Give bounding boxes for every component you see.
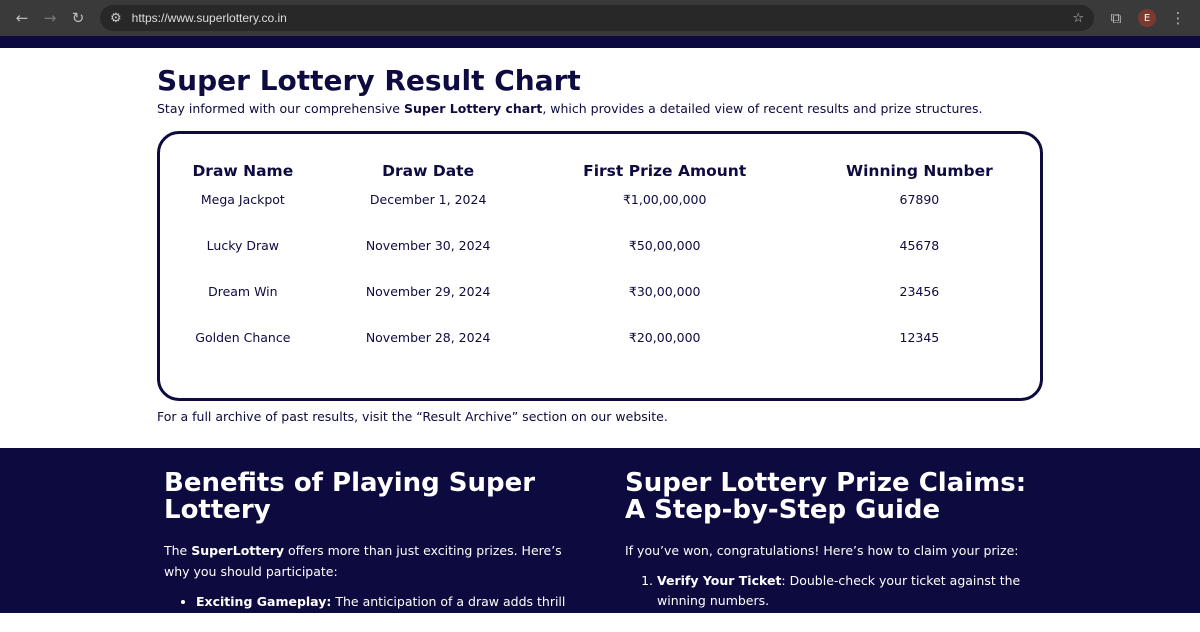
claims-intro: If you’ve won, congratulations! Here’s h…: [625, 543, 1019, 558]
table-cell: 67890: [899, 192, 940, 207]
forward-icon[interactable]: →: [43, 9, 57, 27]
info-section: Benefits of Playing Super Lottery The Su…: [0, 448, 1200, 629]
column-header: Draw Name: [192, 162, 294, 180]
site-settings-icon[interactable]: ⚙: [110, 10, 122, 26]
extensions-icon[interactable]: ⧉: [1110, 9, 1122, 27]
table-cell: ₹1,00,00,000: [622, 192, 707, 207]
column-header: Winning Number: [846, 162, 993, 180]
bookmark-star-icon[interactable]: ☆: [1072, 10, 1084, 26]
table-cell: November 28, 2024: [365, 330, 491, 345]
claims-column: Super Lottery Prize Claims: A Step-by-St…: [625, 470, 1036, 632]
reload-icon[interactable]: ↻: [71, 9, 85, 27]
url-text[interactable]: https://www.superlottery.co.in: [131, 11, 287, 25]
table-cell: ₹50,00,000: [628, 238, 701, 253]
menu-icon[interactable]: ⋮: [1170, 9, 1186, 27]
hero-banner-edge: [0, 36, 1200, 48]
table-cell: Dream Win: [208, 284, 278, 299]
list-item: Verify Your Ticket: Double-check your ti…: [657, 571, 1036, 611]
table-row: Golden Chance November 28, 2024 ₹20,00,000…: [160, 330, 1040, 376]
table-row: Mega Jackpot December 1, 2024 ₹1,00,00,000…: [160, 192, 1040, 238]
table-cell: Lucky Draw: [206, 238, 280, 253]
table-row: Dream Win November 29, 2024 ₹30,00,000 2345…: [160, 284, 1040, 330]
table-cell: 12345: [899, 330, 940, 345]
claims-title: Super Lottery Prize Claims: A Step-by-St…: [625, 468, 1027, 525]
benefits-column: Benefits of Playing Super Lottery The Su…: [164, 470, 575, 632]
table-cell: ₹20,00,000: [628, 330, 701, 345]
table-cell: 23456: [899, 284, 940, 299]
column-header: First Prize Amount: [583, 162, 747, 180]
table-cell: 45678: [899, 238, 940, 253]
table-cell: ₹30,00,000: [628, 284, 701, 299]
benefits-title: Benefits of Playing Super Lottery: [164, 468, 536, 525]
table-cell: November 30, 2024: [365, 238, 491, 253]
avatar[interactable]: E: [1138, 9, 1156, 27]
table-row: Lucky Draw November 30, 2024 ₹50,00,000 456…: [160, 238, 1040, 284]
address-bar[interactable]: ⚙ https://www.superlottery.co.in ☆: [100, 5, 1094, 31]
browser-toolbar: ← → ↻ ⚙ https://www.superlottery.co.in ☆…: [0, 0, 1200, 36]
archive-note: For a full archive of past results, visi…: [157, 409, 668, 424]
back-icon[interactable]: ←: [15, 9, 29, 27]
table-cell: November 29, 2024: [365, 284, 491, 299]
table-cell: Mega Jackpot: [200, 192, 285, 207]
table-cell: Golden Chance: [195, 330, 291, 345]
column-header: Draw Date: [382, 162, 475, 180]
benefits-intro: The SuperLottery offers more than just e…: [164, 543, 562, 579]
result-table: Draw Name Draw Date First Prize Amount Winn…: [160, 162, 1040, 376]
page-subtitle: Stay informed with our comprehensive Sup…: [157, 101, 983, 116]
table-cell: December 1, 2024: [369, 192, 487, 207]
result-table-card: Draw Name Draw Date First Prize Amount Winn…: [157, 131, 1043, 401]
page-title: Super Lottery Result Chart: [157, 64, 581, 97]
list-item: Exciting Gameplay: The anticipation of a…: [196, 592, 575, 632]
